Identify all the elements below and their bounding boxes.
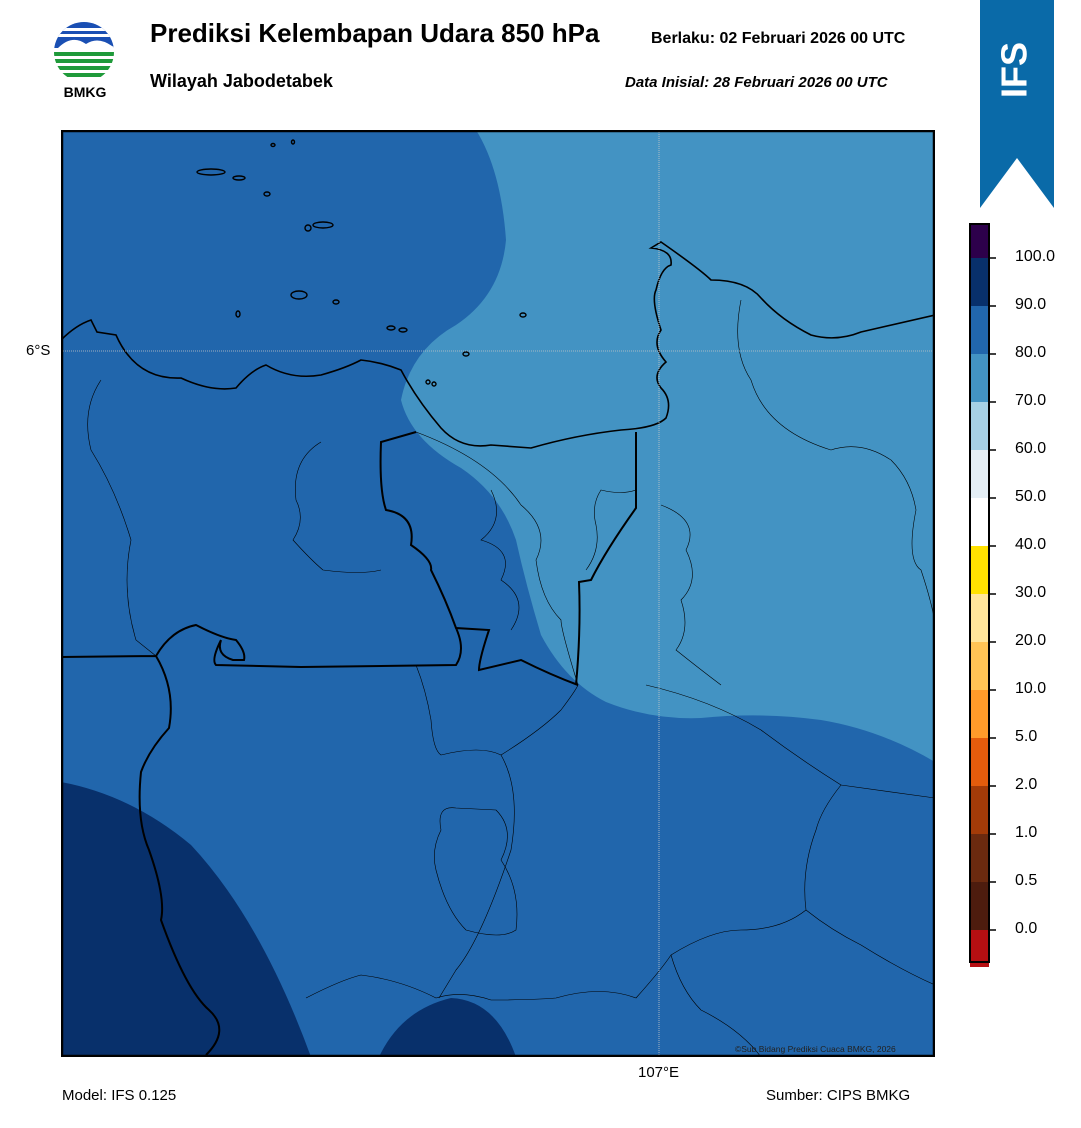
map-frame <box>61 130 935 1057</box>
map-credit: ©Sub Bidang Prediksi Cuaca BMKG, 2026 <box>735 1044 896 1054</box>
colorbar-tick-label: 0.0 <box>1015 920 1038 937</box>
coastline <box>61 241 935 449</box>
map-subtitle: Wilayah Jabodetabek <box>150 71 333 91</box>
colorbar-tick-label: 20.0 <box>1015 632 1047 649</box>
colorbar-segment <box>970 690 989 738</box>
colorbar-tick-label: 10.0 <box>1015 680 1047 697</box>
colorbar-segment <box>970 930 989 967</box>
colorbar-tick-label: 80.0 <box>1015 344 1047 361</box>
colorbar-segment <box>970 834 989 882</box>
lat-label: 6°S <box>26 342 51 359</box>
colorbar-segment <box>970 258 989 306</box>
humidity-map[interactable] <box>61 130 935 1057</box>
colorbar-segment <box>970 450 989 498</box>
colorbar-segment <box>970 354 989 402</box>
colorbar-segment <box>970 642 989 690</box>
ribbon-text: IFS <box>994 42 1035 98</box>
lon-label: 107°E <box>638 1064 680 1081</box>
ifs-ribbon: IFS <box>980 0 1054 208</box>
field-90-100-sw <box>61 782 311 1057</box>
colorbar-frame <box>969 223 990 963</box>
colorbar-segment <box>970 786 989 834</box>
bmkg-logo-icon <box>54 22 114 82</box>
colorbar-segment <box>970 498 989 546</box>
colorbar-tick-label: 40.0 <box>1015 536 1047 553</box>
province-border <box>61 431 637 1056</box>
model-label: Model: IFS 0.125 <box>62 1087 177 1104</box>
colorbar-tick-label: 70.0 <box>1015 392 1047 409</box>
colorbar-segment-top <box>970 224 989 258</box>
colorbar-tick-label: 90.0 <box>1015 296 1047 313</box>
colorbar-segment <box>970 738 989 786</box>
field-70-80 <box>401 130 935 762</box>
map-title: Prediksi Kelembapan Udara 850 hPa <box>150 18 600 48</box>
islands <box>196 139 527 387</box>
colorbar-tick-label: 60.0 <box>1015 440 1047 457</box>
init-time: Data Inisial: 28 Februari 2026 00 UTC <box>625 74 888 91</box>
source-label: Sumber: CIPS BMKG <box>766 1087 911 1104</box>
logo-text: BMKG <box>63 84 107 100</box>
colorbar-tick-label: 30.0 <box>1015 584 1047 601</box>
colorbar-tick-label: 0.5 <box>1015 872 1038 889</box>
regency-borders <box>87 299 935 1057</box>
colorbar <box>969 223 996 967</box>
colorbar-tick-label: 5.0 <box>1015 728 1038 745</box>
colorbar-segment <box>970 306 989 354</box>
colorbar-tick-label: 100.0 <box>1015 248 1056 265</box>
colorbar-segment <box>970 546 989 594</box>
colorbar-tick-label: 2.0 <box>1015 776 1038 793</box>
colorbar-segment <box>970 594 989 642</box>
field-90-100-s <box>379 998 516 1057</box>
colorbar-segment <box>970 882 989 930</box>
colorbar-segment <box>970 402 989 450</box>
valid-time: Berlaku: 02 Februari 2026 00 UTC <box>651 30 906 47</box>
colorbar-tick-label: 50.0 <box>1015 488 1047 505</box>
colorbar-tick-label: 1.0 <box>1015 824 1038 841</box>
